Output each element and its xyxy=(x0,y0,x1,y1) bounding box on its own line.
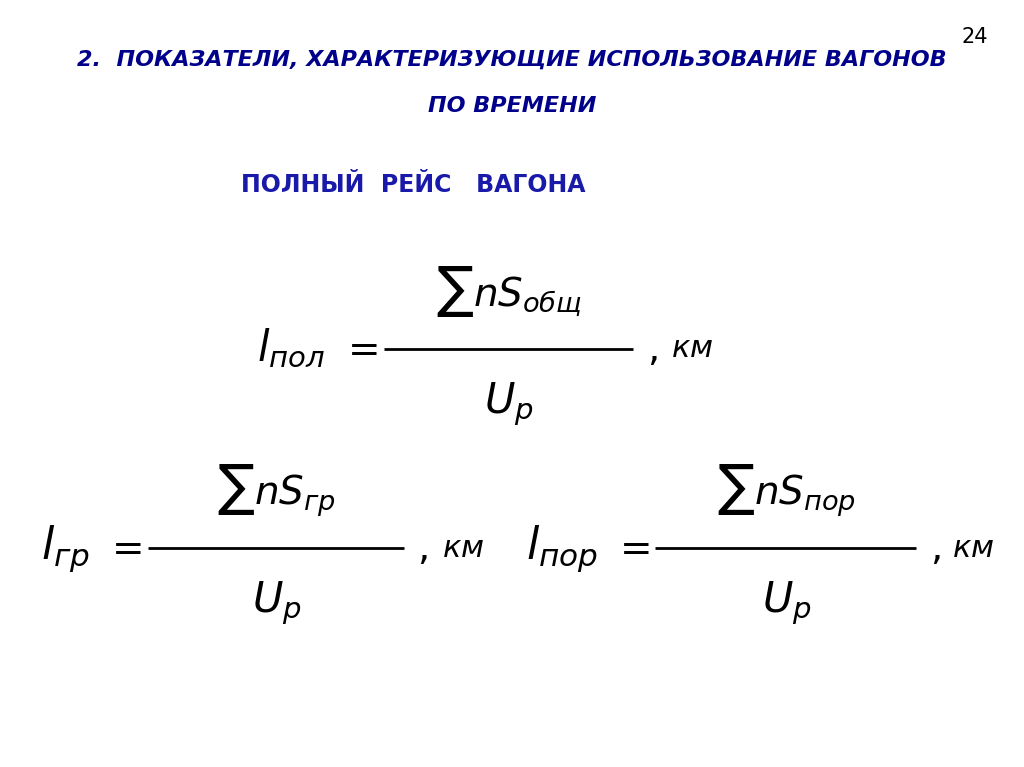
Text: $\mathit{U_р}$: $\mathit{U_р}$ xyxy=(762,580,811,627)
Text: $l_{\mathit{пол}}$: $l_{\mathit{пол}}$ xyxy=(257,328,326,370)
Text: $\mathit{,}$: $\mathit{,}$ xyxy=(930,529,940,568)
Text: $\mathit{км}$: $\mathit{км}$ xyxy=(952,534,994,563)
Text: $l_{\mathit{гр}}$: $l_{\mathit{гр}}$ xyxy=(41,523,90,574)
Text: $\mathit{,}$: $\mathit{,}$ xyxy=(417,529,427,568)
Text: $l_{\mathit{пор}}$: $l_{\mathit{пор}}$ xyxy=(526,523,598,574)
Text: ПОЛНЫЙ  РЕЙС   ВАГОНА: ПОЛНЫЙ РЕЙС ВАГОНА xyxy=(241,173,585,196)
Text: $\mathit{\sum nS_{общ}}$: $\mathit{\sum nS_{общ}}$ xyxy=(436,264,582,319)
Text: 2.  ПОКАЗАТЕЛИ, ХАРАКТЕРИЗУЮЩИЕ ИСПОЛЬЗОВАНИЕ ВАГОНОВ: 2. ПОКАЗАТЕЛИ, ХАРАКТЕРИЗУЮЩИЕ ИСПОЛЬЗОВ… xyxy=(77,50,947,70)
Text: $\mathit{U_р}$: $\mathit{U_р}$ xyxy=(252,580,301,627)
Text: $=$: $=$ xyxy=(612,529,650,568)
Text: 24: 24 xyxy=(962,27,988,47)
Text: $\mathit{\sum nS_{пор}}$: $\mathit{\sum nS_{пор}}$ xyxy=(717,463,856,519)
Text: ПО ВРЕМЕНИ: ПО ВРЕМЕНИ xyxy=(428,96,596,116)
Text: $=$: $=$ xyxy=(104,529,142,568)
Text: $\mathit{км}$: $\mathit{км}$ xyxy=(671,334,713,364)
Text: $\mathit{\sum nS_{гр}}$: $\mathit{\sum nS_{гр}}$ xyxy=(217,463,336,519)
Text: $\mathit{км}$: $\mathit{км}$ xyxy=(442,534,484,563)
Text: $\mathit{,}$: $\mathit{,}$ xyxy=(647,330,657,368)
Text: $=$: $=$ xyxy=(340,330,378,368)
Text: $\mathit{U_р}$: $\mathit{U_р}$ xyxy=(484,380,534,428)
